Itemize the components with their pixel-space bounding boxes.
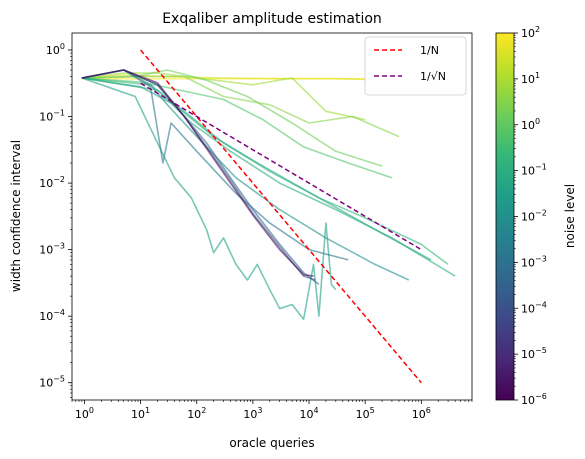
colorbar: 10−6 10−5 10−4 10−3 10−2 10−1 100 101 102 noise …: [495, 25, 577, 407]
chart-title: Exqaliber amplitude estimation: [162, 11, 382, 27]
colorbar-tick-label: 100: [521, 117, 540, 132]
series-line: [81, 69, 316, 281]
y-axis-ticks: 10−5 10−4 10−3 10−2 10−1 100: [39, 42, 72, 398]
y-tick-label: 10−5: [39, 375, 65, 390]
colorbar-gradient: [495, 32, 515, 401]
colorbar-tick-label: 10−5: [521, 346, 547, 361]
series-line: [81, 77, 337, 320]
legend-label-inverse-sqrt-n: 1/√N: [420, 70, 446, 83]
reference-lines: [140, 49, 422, 384]
legend: 1/N 1/√N: [364, 36, 467, 96]
series-line: [81, 69, 383, 167]
y-tick-label: 10−2: [39, 175, 65, 190]
colorbar-tick-label: 10−1: [521, 163, 547, 178]
y-tick-label: 10−4: [39, 308, 65, 323]
series-layer: [81, 69, 456, 320]
series-line: [81, 74, 366, 81]
y-tick-label: 10−3: [39, 242, 65, 257]
series-line: [81, 69, 314, 277]
reference-line-inverse-sqrt-n: [140, 82, 422, 251]
colorbar-tick-label: 10−3: [521, 254, 547, 269]
x-axis-ticks: 100 101 102 103 104 105 106: [71, 400, 473, 421]
y-axis-label: width confidence interval: [9, 140, 23, 292]
colorbar-label: noise level: [563, 184, 577, 248]
series-line: [81, 77, 432, 261]
colorbar-tick-label: 10−2: [521, 209, 547, 224]
x-tick-label: 100: [75, 406, 94, 421]
series-line: [81, 77, 456, 277]
colorbar-tick-label: 10−6: [521, 392, 547, 407]
y-tick-label: 100: [46, 42, 65, 57]
plot-frame: [71, 32, 473, 401]
x-tick-label: 106: [412, 406, 431, 421]
series-line: [81, 69, 349, 261]
x-axis-label: oracle queries: [229, 436, 314, 450]
colorbar-tick-label: 10−4: [521, 300, 547, 315]
x-tick-label: 105: [356, 406, 375, 421]
series-line: [81, 77, 449, 266]
x-tick-label: 102: [187, 406, 206, 421]
x-tick-label: 103: [243, 406, 262, 421]
legend-box: [364, 36, 467, 96]
legend-label-inverse-n: 1/N: [420, 44, 439, 57]
x-tick-label: 101: [131, 406, 150, 421]
colorbar-tick-label: 101: [521, 71, 540, 86]
x-tick-label: 104: [299, 406, 318, 421]
colorbar-tick-label: 102: [521, 25, 540, 40]
series-line: [81, 75, 400, 138]
y-tick-label: 10−1: [39, 109, 65, 124]
colorbar-ticks: 10−6 10−5 10−4 10−3 10−2 10−1 100 101 102: [514, 25, 547, 407]
reference-line-inverse-n: [140, 49, 422, 384]
